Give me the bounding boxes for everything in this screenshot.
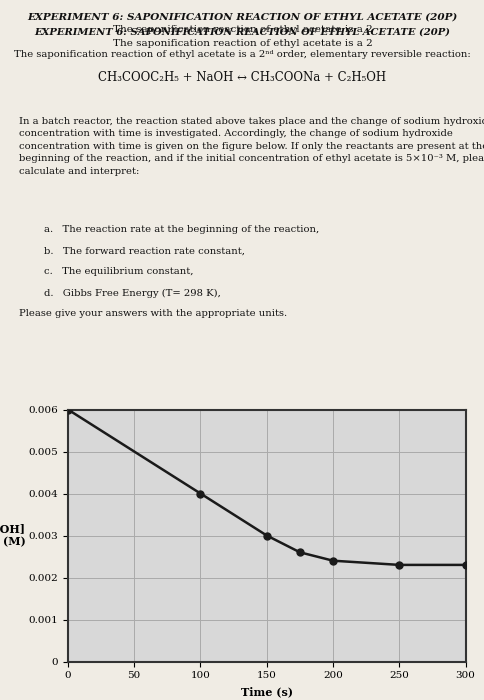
Text: a.   The reaction rate at the beginning of the reaction,: a. The reaction rate at the beginning of… bbox=[44, 225, 318, 234]
Text: EXPERIMENT 6: SAPONIFICATION REACTION OF ETHYL ACETATE (20P): EXPERIMENT 6: SAPONIFICATION REACTION OF… bbox=[34, 28, 450, 37]
Text: EXPERIMENT 6: SAPONIFICATION REACTION OF ETHYL ACETATE (20P): EXPERIMENT 6: SAPONIFICATION REACTION OF… bbox=[27, 12, 457, 21]
Text: The saponification reaction of ethyl acetate is a 2: The saponification reaction of ethyl ace… bbox=[112, 38, 372, 48]
Text: In a batch reactor, the reaction stated above takes place and the change of sodi: In a batch reactor, the reaction stated … bbox=[19, 117, 484, 176]
X-axis label: Time (s): Time (s) bbox=[240, 686, 292, 696]
Text: The saponification reaction of ethyl acetate is a 2ⁿᵈ order, elementary reversib: The saponification reaction of ethyl ace… bbox=[14, 50, 470, 60]
Text: The saponification reaction of ethyl acetate is a 2: The saponification reaction of ethyl ace… bbox=[112, 25, 372, 34]
Text: CH₃COOC₂H₅ + NaOH ↔ CH₃COONa + C₂H₅OH: CH₃COOC₂H₅ + NaOH ↔ CH₃COONa + C₂H₅OH bbox=[98, 71, 386, 85]
Text: d.   Gibbs Free Energy (T= 298 K),: d. Gibbs Free Energy (T= 298 K), bbox=[44, 288, 220, 298]
Text: b.   The forward reaction rate constant,: b. The forward reaction rate constant, bbox=[44, 246, 244, 256]
Y-axis label: [NaOH]
(M): [NaOH] (M) bbox=[0, 524, 26, 547]
Text: Please give your answers with the appropriate units.: Please give your answers with the approp… bbox=[19, 309, 287, 318]
Text: c.   The equilibrium constant,: c. The equilibrium constant, bbox=[44, 267, 193, 276]
